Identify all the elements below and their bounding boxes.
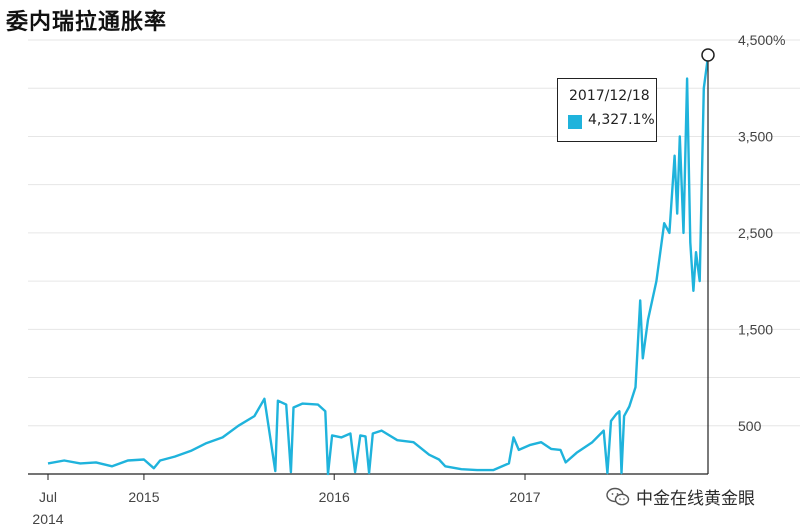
series-swatch: [568, 115, 582, 129]
highlight-layer: [701, 48, 715, 474]
tooltip-date: 2017/12/18: [569, 88, 650, 104]
series-line: [47, 56, 710, 476]
highlight-point: [701, 48, 715, 62]
y-axis-ticks: 500 1,500 2,500 3,500 4,500%: [738, 32, 785, 434]
gridlines: [28, 39, 800, 475]
wechat-icon: [606, 487, 630, 505]
x-tick-sublabel: 2014: [32, 511, 63, 527]
highlight-tooltip: 2017/12/18 4,327.1%: [557, 78, 657, 142]
y-tick-label: 1,500: [738, 321, 773, 337]
y-tick-label: 3,500: [738, 128, 773, 144]
chart-title: 委内瑞拉通胀率: [6, 10, 168, 35]
x-tick-label: 2017: [509, 489, 540, 505]
x-axis-ticks: Jul 2014 2015 2016 2017: [32, 474, 541, 527]
x-tick-label: 2015: [128, 489, 159, 505]
tooltip-value: 4,327.1%: [588, 112, 655, 128]
watermark: 中金在线黄金眼: [606, 484, 755, 509]
watermark-text: 中金在线黄金眼: [636, 489, 755, 509]
y-tick-label: 500: [738, 418, 762, 434]
x-tick-label: Jul: [39, 489, 57, 505]
x-tick-label: 2016: [319, 489, 350, 505]
series-layer: [47, 56, 710, 476]
y-tick-label: 2,500: [738, 225, 773, 241]
y-tick-label: 4,500%: [738, 32, 785, 48]
